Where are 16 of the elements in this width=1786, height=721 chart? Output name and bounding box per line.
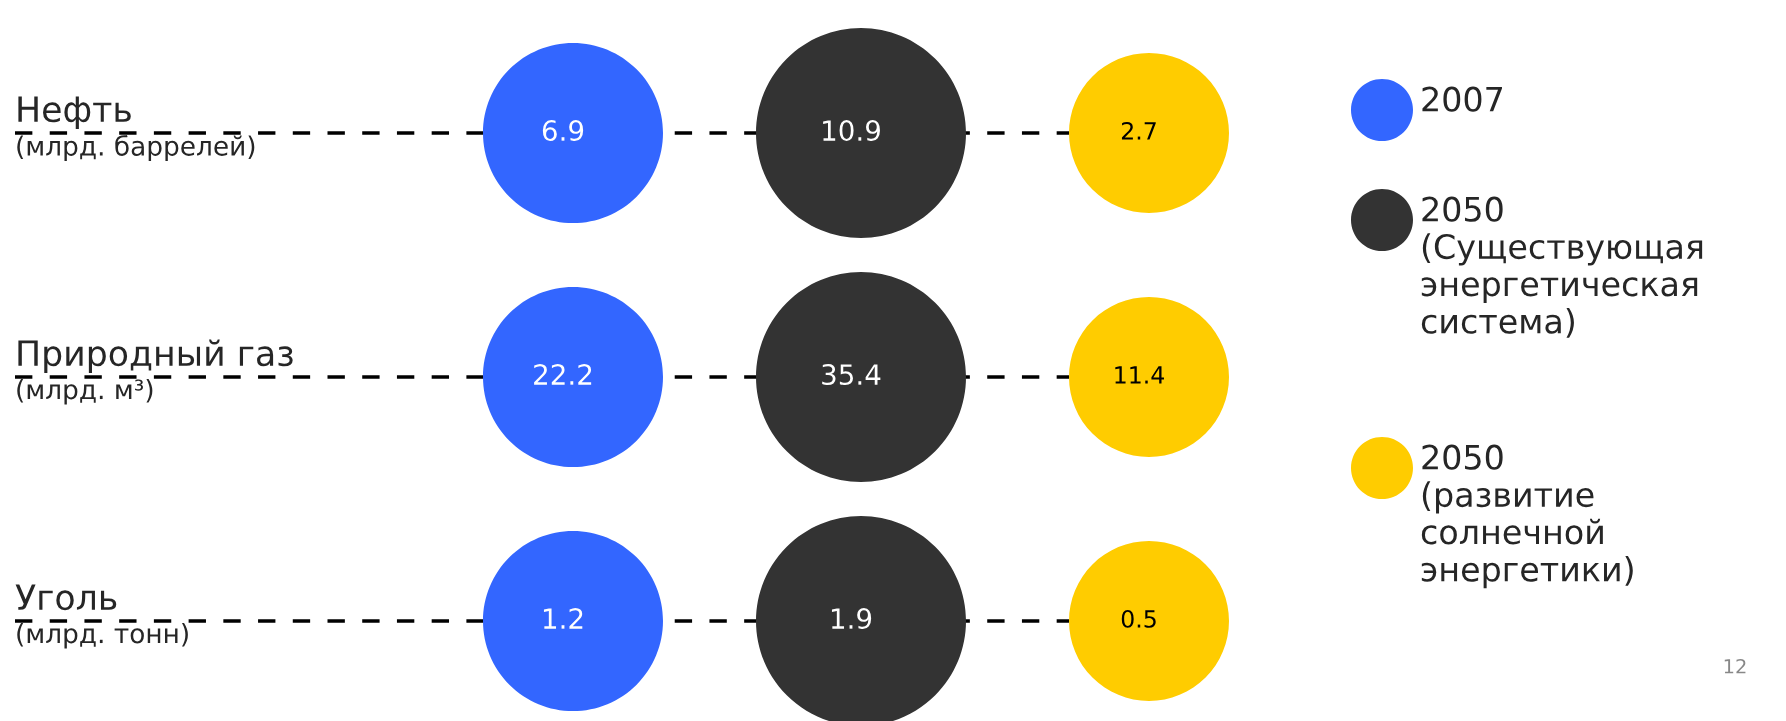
- data-label: 1.9: [831, 608, 872, 630]
- data-label: 22.2: [534, 364, 592, 385]
- data-label: 1.2: [543, 608, 583, 629]
- data-label: 35.4: [822, 364, 881, 386]
- category-label: Природный газ (млрд. м³): [17, 339, 293, 405]
- text: 12: [1724, 658, 1746, 674]
- data-label: 6.9: [542, 120, 584, 142]
- legend-label: 2050 (развитие солнечной энергетики): [1421, 444, 1633, 589]
- data-label: 2.7: [1121, 121, 1156, 140]
- data-label: 0.5: [1121, 609, 1156, 628]
- data-label: 11.4: [1115, 366, 1164, 384]
- category-label: Нефть (млрд. баррелей): [17, 96, 255, 161]
- legend-label: 2050 (Существующая энергетическая система): [1421, 196, 1703, 338]
- data-label: 10.9: [823, 120, 880, 142]
- legend-label: 2007: [1422, 86, 1502, 112]
- category-label: Уголь (млрд. тонн): [15, 584, 188, 649]
